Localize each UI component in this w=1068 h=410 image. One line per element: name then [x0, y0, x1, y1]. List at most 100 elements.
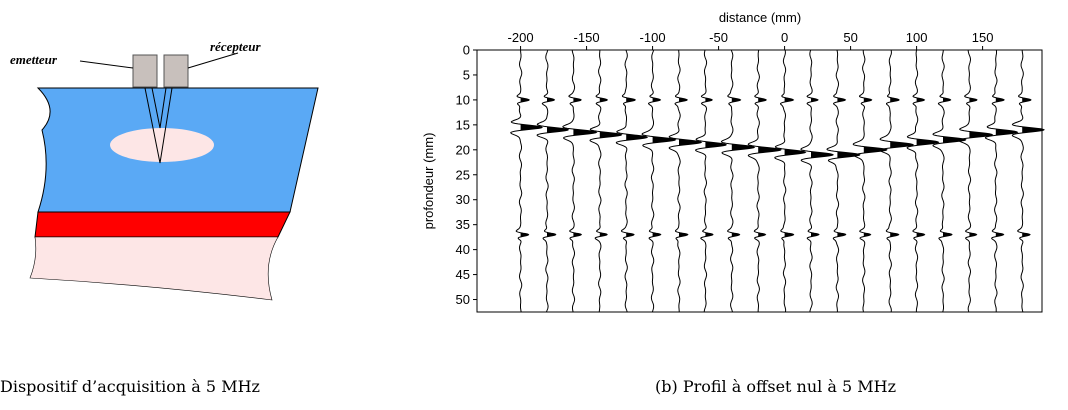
trace	[1011, 49, 1045, 313]
trace	[906, 49, 940, 312]
reflection-lobe	[837, 151, 860, 158]
cavity	[110, 128, 214, 162]
reflection-lobe	[995, 232, 1004, 237]
reflection-lobe	[547, 232, 556, 237]
reflection-lobe	[679, 97, 688, 102]
y-tick-label: 20	[456, 142, 470, 157]
x-tick-label: 150	[972, 30, 994, 45]
reflection-lobe	[679, 232, 688, 237]
x-axis-title: distance (mm)	[719, 10, 801, 25]
reflection-lobe	[679, 139, 702, 146]
reflection-lobe	[890, 232, 899, 237]
x-tick-label: -150	[574, 30, 600, 45]
trace	[958, 49, 994, 313]
reflection-lobe	[995, 97, 1005, 102]
reflection-lobe	[811, 232, 819, 237]
trace	[800, 49, 835, 312]
trace	[589, 50, 623, 312]
reflection-lobe	[705, 141, 727, 148]
caption: Dispositif d’acquisition à 5 MHz	[0, 377, 260, 396]
trace	[641, 49, 677, 313]
reflection-lobe	[573, 232, 582, 237]
trace	[562, 50, 598, 313]
ray-paths	[144, 87, 173, 164]
reflection-lobe	[943, 136, 966, 143]
reflection-lobe	[969, 232, 977, 237]
y-tick-label: 40	[456, 242, 470, 257]
x-tick-label: 50	[843, 30, 857, 45]
reflection-lobe	[758, 232, 766, 237]
reflection-lobe	[943, 232, 952, 237]
reflection-lobe	[916, 139, 939, 146]
trace	[984, 49, 1019, 313]
reflection-lobe	[573, 129, 597, 136]
reflection-lobe	[811, 151, 834, 158]
plot: -200 -150 -100 -50 0 50 100 150 0 5 10 15 20 25 30 35 40…	[456, 30, 1045, 313]
y-tick-label: 30	[456, 192, 470, 207]
reflection-lobe	[969, 131, 993, 138]
x-tick-label: -100	[640, 30, 666, 45]
reflection-lobe	[1022, 97, 1031, 102]
reflection-lobe	[626, 134, 648, 141]
reflection-lobe	[863, 97, 872, 102]
trace	[747, 49, 782, 312]
reflection-lobe	[916, 97, 925, 102]
reflection-lobe	[599, 232, 608, 237]
reflection-lobe	[705, 232, 713, 237]
reflection-lobe	[943, 97, 951, 102]
caption: (b) Profil à offset nul à 5 MHz	[655, 377, 896, 396]
reflection-lobe	[837, 232, 846, 237]
trace	[774, 49, 807, 313]
reflection-lobe	[863, 232, 871, 237]
reflection-lobe	[969, 97, 977, 102]
reflection-lobe	[520, 124, 542, 131]
trace	[510, 50, 543, 313]
y-tick-label: 15	[456, 117, 470, 132]
y-tick-label: 45	[456, 267, 470, 282]
reflection-lobe	[652, 232, 661, 237]
y-tick-label: 25	[456, 167, 470, 182]
reflection-lobe	[784, 97, 794, 102]
reflection-lobe	[1022, 126, 1044, 133]
trace	[879, 49, 915, 313]
reflection-lobe	[890, 141, 914, 148]
plot-frame	[476, 49, 1043, 313]
reflection-lobe	[731, 232, 740, 237]
y-tick-label: 0	[463, 43, 470, 58]
trace	[826, 49, 861, 312]
red-layer	[34, 211, 291, 238]
reflection-lobe	[758, 146, 781, 153]
reflection-lobe	[705, 97, 713, 102]
y-tick-label: 35	[456, 217, 470, 232]
reflection-lobe	[731, 97, 741, 102]
y-tick-label: 50	[456, 292, 470, 307]
trace	[615, 49, 649, 313]
reflection-lobe	[547, 97, 555, 102]
label: emetteur	[10, 52, 58, 67]
reflection-lobe	[916, 232, 925, 237]
receiver	[163, 54, 189, 88]
reflection-lobe	[599, 97, 608, 102]
reflection-lobe	[758, 97, 767, 102]
trace	[852, 50, 888, 313]
trace	[932, 50, 967, 313]
emitter	[132, 54, 158, 88]
reflection-lobe	[837, 97, 846, 102]
reflection-lobe	[520, 232, 529, 237]
y-tick-label: 10	[456, 92, 470, 107]
reflection-lobe	[626, 232, 634, 237]
leader-line	[79, 60, 134, 69]
reflection-lobe	[890, 97, 900, 102]
y-tick-label: 5	[463, 67, 470, 82]
reflection-lobe	[731, 144, 755, 151]
trace	[536, 49, 570, 313]
reflection-lobe	[1022, 232, 1030, 237]
reflection-lobe	[784, 232, 794, 237]
reflection-lobe	[547, 126, 569, 133]
x-tick-label: 0	[781, 30, 788, 45]
pink-layer	[29, 236, 279, 301]
y-axis-title: profondeur (mm)	[421, 133, 436, 230]
reflection-lobe	[863, 146, 887, 153]
